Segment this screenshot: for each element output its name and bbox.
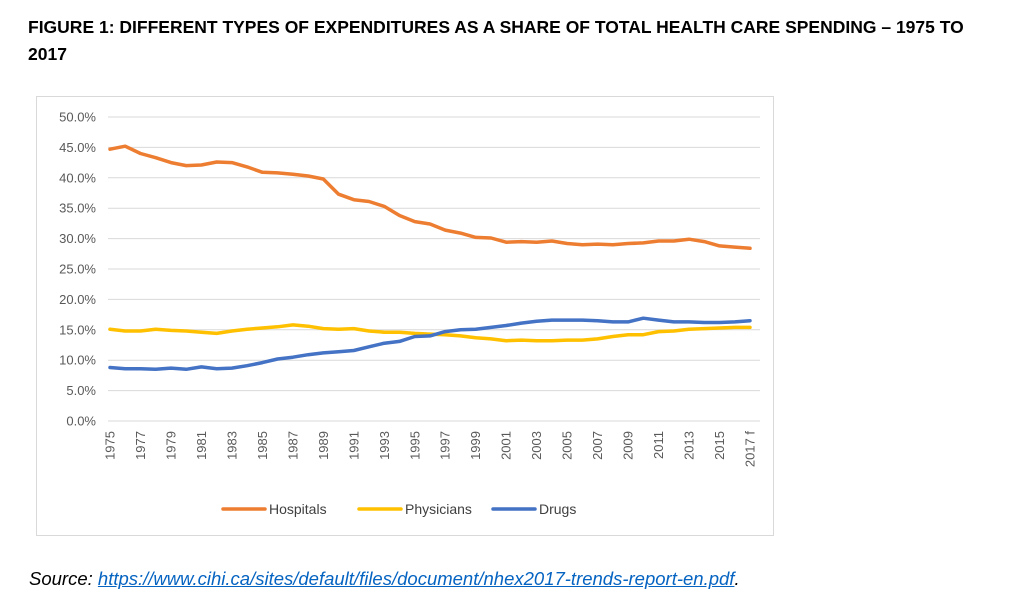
x-tick-label: 1983 (224, 431, 239, 460)
y-tick-label: 50.0% (59, 110, 96, 125)
x-tick-label: 2007 (590, 431, 605, 460)
x-tick-label: 1997 (438, 431, 453, 460)
x-tick-label: 1979 (163, 431, 178, 460)
y-tick-label: 40.0% (59, 170, 96, 185)
x-tick-label: 1981 (194, 431, 209, 460)
legend-item-drugs: Drugs (491, 501, 576, 517)
x-tick-label: 1987 (285, 431, 300, 460)
gridlines (108, 116, 760, 422)
x-tick-label: 2011 (651, 431, 666, 459)
legend-label: Physicians (405, 501, 472, 517)
x-tick-label: 2017 f (743, 431, 758, 468)
y-tick-label: 25.0% (59, 262, 96, 277)
x-tick-label: 2015 (712, 431, 727, 460)
source-suffix: . (734, 568, 740, 589)
x-tick-label: 1993 (377, 431, 392, 460)
series-line-hospitals (108, 144, 752, 251)
y-tick-label: 15.0% (59, 322, 96, 337)
figure-title: FIGURE 1: DIFFERENT TYPES OF EXPENDITURE… (28, 17, 964, 64)
x-tick-label: 2005 (560, 431, 575, 460)
legend-label: Hospitals (269, 501, 327, 517)
y-axis-tick-labels: 0.0% 5.0% 10.0% 15.0% 20.0% 25.0% 30.0% 35.0% 40… (59, 110, 96, 429)
x-axis-tick-labels: 1975 1977 1979 1981 1983 1985 1987 1989 1991 1993… (103, 431, 758, 468)
y-tick-label: 5.0% (66, 383, 96, 398)
line-chart: 0.0% 5.0% 10.0% 15.0% 20.0% 25.0% 30.0% 35.0% 40… (59, 110, 760, 517)
series-line-drugs (108, 316, 752, 372)
x-tick-label: 1977 (133, 431, 148, 460)
legend-item-physicians: Physicians (357, 501, 472, 517)
x-tick-label: 1991 (346, 431, 361, 460)
y-tick-label: 0.0% (66, 414, 96, 429)
series-lines (108, 144, 752, 372)
x-tick-label: 2003 (529, 431, 544, 460)
x-tick-label: 1995 (407, 431, 422, 460)
y-tick-label: 30.0% (59, 231, 96, 246)
x-tick-label: 1989 (316, 431, 331, 460)
y-tick-label: 45.0% (59, 140, 96, 155)
legend-item-hospitals: Hospitals (221, 501, 327, 517)
chart-frame: 0.0% 5.0% 10.0% 15.0% 20.0% 25.0% 30.0% 35.0% 40… (36, 96, 774, 536)
x-tick-label: 1975 (103, 431, 118, 460)
x-tick-label: 2013 (682, 431, 697, 460)
legend-label: Drugs (539, 501, 576, 517)
x-tick-label: 2001 (499, 431, 514, 460)
legend: Hospitals Physicians Drugs (221, 501, 576, 517)
source-citation: Source: https://www.cihi.ca/sites/defaul… (29, 568, 740, 590)
x-tick-label: 1985 (255, 431, 270, 460)
x-tick-label: 1999 (468, 431, 483, 460)
y-tick-label: 10.0% (59, 353, 96, 368)
series-line-physicians (108, 323, 752, 343)
y-tick-label: 35.0% (59, 201, 96, 216)
source-prefix: Source: (29, 568, 98, 589)
x-tick-label: 2009 (621, 431, 636, 460)
y-tick-label: 20.0% (59, 292, 96, 307)
source-link[interactable]: https://www.cihi.ca/sites/default/files/… (97, 568, 735, 589)
